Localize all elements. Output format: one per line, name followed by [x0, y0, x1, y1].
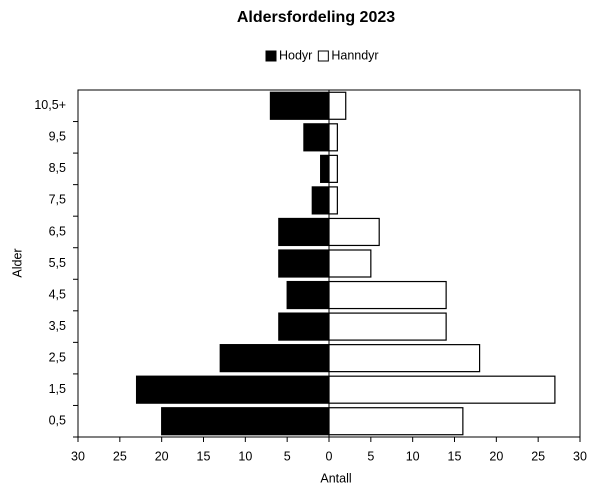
x-tick-label: 15 [197, 449, 211, 463]
bar [328, 217, 380, 247]
y-tick-label: 3,5 [49, 319, 66, 333]
x-tick-label: 20 [489, 449, 503, 463]
x-tick-label: 0 [326, 449, 333, 463]
x-tick-label: 10 [238, 449, 252, 463]
bar [161, 407, 330, 436]
bar [328, 407, 464, 436]
bar [311, 186, 330, 215]
bar [328, 123, 338, 152]
bar [328, 186, 338, 215]
bar [328, 375, 556, 404]
bar [328, 344, 481, 373]
y-tick-label: 5,5 [49, 256, 66, 270]
legend-swatch [317, 50, 329, 62]
bar [320, 154, 330, 183]
bar [135, 375, 330, 404]
bar [269, 91, 330, 120]
bar [278, 249, 330, 278]
bar [219, 344, 330, 373]
legend-label: Hanndyr [331, 48, 378, 62]
bar [278, 312, 330, 341]
bar [303, 123, 330, 152]
x-tick-label: 5 [284, 449, 291, 463]
y-tick-label: 9,5 [49, 130, 66, 144]
x-tick-label: 15 [448, 449, 462, 463]
y-axis-label: Alder [10, 248, 24, 277]
y-tick-label: 10,5+ [34, 98, 66, 112]
y-tick-label: 4,5 [49, 287, 66, 301]
bar [328, 280, 447, 310]
x-tick-label: 20 [155, 449, 169, 463]
x-tick-label: 25 [113, 449, 127, 463]
x-tick-label: 5 [367, 449, 374, 463]
bar [328, 312, 447, 341]
bar [328, 249, 372, 278]
y-tick-label: 1,5 [49, 382, 66, 396]
legend-swatch [265, 50, 277, 62]
y-tick-label: 6,5 [49, 224, 66, 238]
x-tick-label: 25 [531, 449, 545, 463]
bar [328, 154, 338, 183]
y-tick-label: 7,5 [49, 193, 66, 207]
y-tick-label: 2,5 [49, 350, 66, 364]
y-tick-label: 8,5 [49, 161, 66, 175]
bar [278, 217, 330, 247]
legend-label: Hodyr [279, 48, 312, 62]
y-tick-label: 0,5 [49, 414, 66, 428]
bar [286, 280, 330, 310]
x-tick-label: 10 [406, 449, 420, 463]
x-tick-label: 30 [573, 449, 587, 463]
bar [328, 91, 347, 120]
x-tick-label: 30 [71, 449, 85, 463]
x-axis-label: Antall [320, 471, 351, 485]
chart-title: Aldersfordeling 2023 [237, 9, 395, 26]
